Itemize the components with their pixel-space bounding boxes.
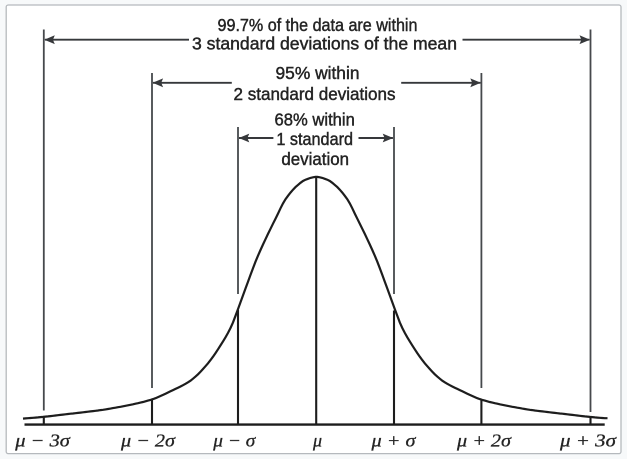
svg-text:deviation: deviation bbox=[281, 149, 349, 169]
svg-text:μ + 3σ: μ + 3σ bbox=[559, 430, 617, 450]
svg-text:μ + σ: μ + σ bbox=[370, 430, 416, 450]
svg-text:3 standard deviations of the m: 3 standard deviations of the mean bbox=[192, 34, 457, 54]
svg-text:68% within: 68% within bbox=[275, 110, 355, 130]
svg-text:μ − 3σ: μ − 3σ bbox=[14, 430, 71, 450]
svg-text:μ + 2σ: μ + 2σ bbox=[456, 430, 512, 450]
svg-text:95% within: 95% within bbox=[276, 63, 360, 83]
svg-text:2 standard deviations: 2 standard deviations bbox=[234, 84, 396, 104]
svg-text:1 standard: 1 standard bbox=[276, 129, 353, 149]
svg-text:μ − 2σ: μ − 2σ bbox=[120, 430, 176, 450]
svg-text:μ − σ: μ − σ bbox=[212, 430, 256, 450]
svg-text:99.7% of the data are within: 99.7% of the data are within bbox=[218, 15, 418, 35]
svg-text:μ: μ bbox=[312, 430, 322, 450]
